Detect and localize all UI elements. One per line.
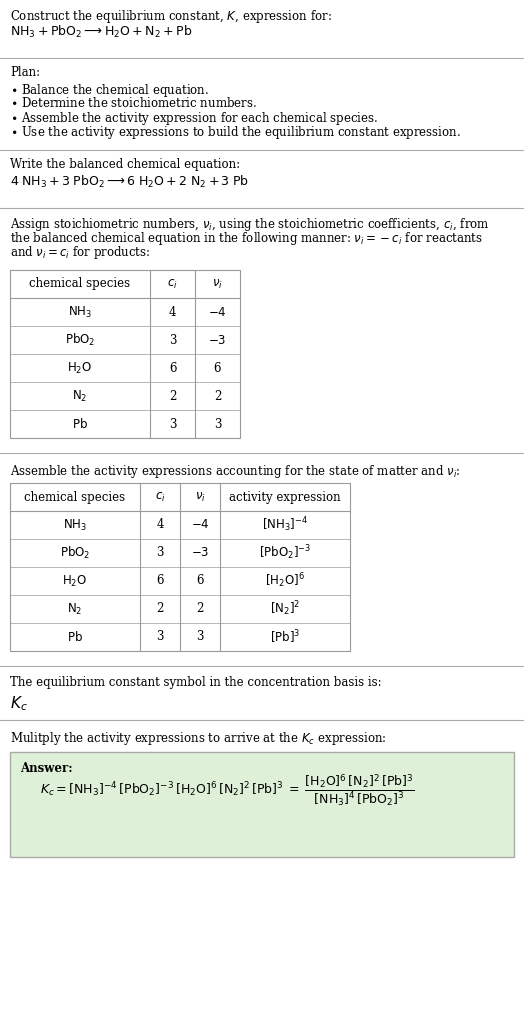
Text: 6: 6	[169, 362, 176, 374]
Text: $[\mathrm{PbO_2}]^{-3}$: $[\mathrm{PbO_2}]^{-3}$	[259, 543, 311, 563]
Text: $-3$: $-3$	[191, 546, 209, 560]
Text: Assign stoichiometric numbers, $\nu_i$, using the stoichiometric coefficients, $: Assign stoichiometric numbers, $\nu_i$, …	[10, 216, 489, 233]
Text: Write the balanced chemical equation:: Write the balanced chemical equation:	[10, 158, 240, 171]
Text: $\bullet$ Use the activity expressions to build the equilibrium constant express: $\bullet$ Use the activity expressions t…	[10, 124, 461, 141]
Text: $\mathrm{PbO_2}$: $\mathrm{PbO_2}$	[65, 332, 95, 349]
Text: $K_c = [\mathrm{NH_3}]^{-4}\,[\mathrm{PbO_2}]^{-3}\,[\mathrm{H_2O}]^{6}\,[\mathr: $K_c = [\mathrm{NH_3}]^{-4}\,[\mathrm{Pb…	[40, 772, 414, 808]
Text: $-4$: $-4$	[191, 519, 210, 532]
Text: $[\mathrm{NH_3}]^{-4}$: $[\mathrm{NH_3}]^{-4}$	[262, 516, 308, 534]
Text: Plan:: Plan:	[10, 66, 40, 79]
Text: 6: 6	[156, 574, 163, 587]
Text: $\mathrm{4\;NH_3 + 3\;PbO_2 \longrightarrow 6\;H_2O + 2\;N_2 + 3\;Pb}$: $\mathrm{4\;NH_3 + 3\;PbO_2 \longrightar…	[10, 174, 249, 190]
Text: $-4$: $-4$	[208, 305, 227, 319]
Text: $K_c$: $K_c$	[10, 694, 28, 712]
FancyBboxPatch shape	[10, 483, 350, 651]
Text: $\mathrm{Pb}$: $\mathrm{Pb}$	[67, 630, 83, 644]
Text: $\mathrm{NH_3}$: $\mathrm{NH_3}$	[63, 518, 87, 533]
Text: 3: 3	[169, 333, 176, 346]
Text: Construct the equilibrium constant, $K$, expression for:: Construct the equilibrium constant, $K$,…	[10, 8, 332, 25]
Text: $[\mathrm{N_2}]^{2}$: $[\mathrm{N_2}]^{2}$	[270, 600, 300, 618]
Text: 2: 2	[156, 603, 163, 615]
Text: $\nu_i$: $\nu_i$	[194, 490, 205, 503]
Text: $\mathrm{NH_3}$: $\mathrm{NH_3}$	[68, 304, 92, 320]
Text: $\mathrm{N_2}$: $\mathrm{N_2}$	[67, 602, 83, 617]
Text: 2: 2	[169, 390, 176, 403]
Text: $[\mathrm{Pb}]^{3}$: $[\mathrm{Pb}]^{3}$	[270, 628, 300, 646]
Text: Answer:: Answer:	[20, 762, 73, 775]
Text: chemical species: chemical species	[25, 491, 126, 503]
Text: Mulitply the activity expressions to arrive at the $K_c$ expression:: Mulitply the activity expressions to arr…	[10, 730, 386, 747]
Text: $\bullet$ Assemble the activity expression for each chemical species.: $\bullet$ Assemble the activity expressi…	[10, 110, 378, 127]
Text: $c_i$: $c_i$	[167, 278, 178, 290]
Text: Assemble the activity expressions accounting for the state of matter and $\nu_i$: Assemble the activity expressions accoun…	[10, 463, 461, 480]
Text: 4: 4	[156, 519, 163, 532]
Text: the balanced chemical equation in the following manner: $\nu_i = -c_i$ for react: the balanced chemical equation in the fo…	[10, 230, 483, 247]
Text: $-3$: $-3$	[209, 333, 227, 346]
FancyBboxPatch shape	[10, 270, 240, 438]
Text: 4: 4	[169, 305, 176, 319]
Text: 2: 2	[214, 390, 221, 403]
Text: The equilibrium constant symbol in the concentration basis is:: The equilibrium constant symbol in the c…	[10, 676, 381, 689]
Text: $\mathrm{Pb}$: $\mathrm{Pb}$	[72, 417, 88, 430]
Text: $\bullet$ Balance the chemical equation.: $\bullet$ Balance the chemical equation.	[10, 82, 209, 99]
Text: 3: 3	[196, 630, 204, 644]
Text: 3: 3	[156, 546, 163, 560]
Text: 3: 3	[169, 417, 176, 430]
Text: activity expression: activity expression	[229, 491, 341, 503]
Text: and $\nu_i = c_i$ for products:: and $\nu_i = c_i$ for products:	[10, 244, 150, 261]
Text: $\mathrm{PbO_2}$: $\mathrm{PbO_2}$	[60, 545, 90, 561]
Text: chemical species: chemical species	[29, 278, 130, 290]
Text: 2: 2	[196, 603, 204, 615]
Text: 3: 3	[214, 417, 221, 430]
FancyBboxPatch shape	[10, 752, 514, 857]
Text: $[\mathrm{H_2O}]^{6}$: $[\mathrm{H_2O}]^{6}$	[265, 572, 305, 590]
Text: $\mathrm{H_2O}$: $\mathrm{H_2O}$	[68, 361, 93, 375]
Text: $\mathrm{N_2}$: $\mathrm{N_2}$	[72, 388, 88, 404]
Text: $c_i$: $c_i$	[155, 490, 166, 503]
Text: $\bullet$ Determine the stoichiometric numbers.: $\bullet$ Determine the stoichiometric n…	[10, 96, 257, 110]
Text: 6: 6	[196, 574, 204, 587]
Text: $\mathrm{NH_3 + PbO_2 \longrightarrow H_2O + N_2 + Pb}$: $\mathrm{NH_3 + PbO_2 \longrightarrow H_…	[10, 24, 192, 40]
Text: 3: 3	[156, 630, 163, 644]
Text: $\mathrm{H_2O}$: $\mathrm{H_2O}$	[62, 573, 88, 588]
Text: 6: 6	[214, 362, 221, 374]
Text: $\nu_i$: $\nu_i$	[212, 278, 223, 290]
